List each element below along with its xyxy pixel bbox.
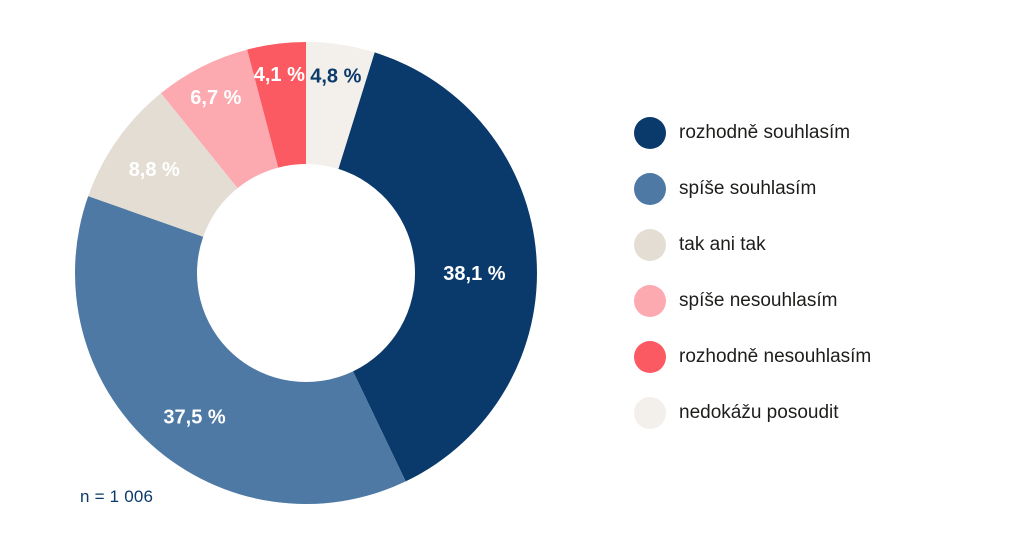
legend-swatch-icon (634, 173, 666, 205)
legend-swatch-icon (634, 117, 666, 149)
donut-chart: 38,1 % 37,5 % 8,8 % 6,7 % 4,1 % 4,8 % n = 1 0… (75, 42, 537, 506)
chart-legend: rozhodně souhlasím spíše souhlasím tak a… (634, 117, 871, 429)
donut-slice-5 (306, 42, 375, 169)
legend-item-spise-souhlasim: spíše souhlasím (634, 173, 871, 205)
slice-percentage-label-3: 6,7 % (190, 87, 241, 109)
donut-slice-0 (338, 52, 537, 482)
slice-percentage-label-4: 4,1 % (254, 64, 305, 86)
legend-item-nedokazu-posoudit: nedokážu posoudit (634, 397, 871, 429)
donut-slice-2 (88, 93, 238, 237)
legend-swatch-icon (634, 341, 666, 373)
legend-swatch-icon (634, 229, 666, 261)
slice-percentage-label-1: 37,5 % (163, 407, 225, 429)
legend-swatch-icon (634, 397, 666, 429)
legend-item-spise-nesouhlasim: spíše nesouhlasím (634, 285, 871, 317)
legend-item-tak-ani-tak: tak ani tak (634, 229, 871, 261)
slice-percentage-label-2: 8,8 % (129, 159, 180, 181)
legend-swatch-icon (634, 285, 666, 317)
sample-size-label: n = 1 006 (80, 487, 154, 506)
legend-label: spíše nesouhlasím (679, 290, 838, 311)
donut-slice-4 (247, 42, 306, 168)
slice-percentage-label-5: 4,8 % (310, 66, 361, 88)
legend-item-rozhodne-souhlasim: rozhodně souhlasím (634, 117, 871, 149)
legend-label: spíše souhlasím (679, 178, 817, 199)
donut-chart-svg: 38,1 % 37,5 % 8,8 % 6,7 % 4,1 % 4,8 % (75, 42, 537, 504)
donut-slice-1 (75, 196, 406, 504)
legend-label: tak ani tak (679, 234, 766, 255)
legend-label: rozhodně nesouhlasím (679, 346, 872, 367)
donut-slice-3 (161, 49, 279, 189)
slice-percentage-label-0: 38,1 % (443, 263, 505, 285)
legend-label: nedokážu posoudit (679, 402, 839, 423)
legend-item-rozhodne-nesouhlasim: rozhodně nesouhlasím (634, 341, 871, 373)
legend-label: rozhodně souhlasím (679, 122, 851, 143)
